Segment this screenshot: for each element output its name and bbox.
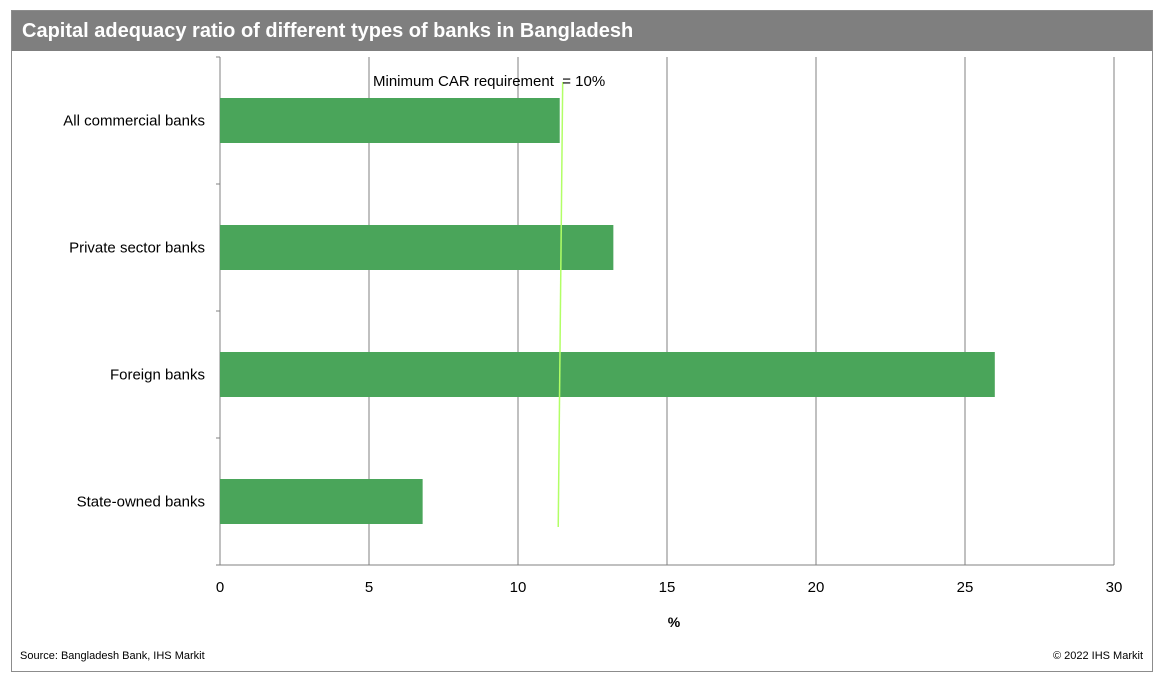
x-tick-label: 15 [659,579,676,596]
x-tick-label: 20 [808,579,825,596]
copyright-note: © 2022 IHS Markit [1052,650,1143,662]
bar-private-sector-banks [220,225,614,270]
bar-all-commercial-banks [220,98,560,143]
bar-foreign-banks [220,352,995,397]
minimum-car-line [557,81,564,528]
source-note: Source: Bangladesh Bank, IHS Markit [20,650,205,662]
category-label: State-owned banks [77,494,205,511]
category-label: Private sector banks [69,240,205,257]
x-tick-label: 5 [365,579,373,596]
x-tick-label: 30 [1106,579,1123,596]
chart-frame: Capital adequacy ratio of different type… [11,10,1153,672]
annotation-label: Minimum CAR requirement = 10% [373,73,605,90]
x-tick-label: 10 [510,579,527,596]
chart-title: Capital adequacy ratio of different type… [22,20,634,42]
category-label: Foreign banks [110,367,205,384]
title-bar: Capital adequacy ratio of different type… [12,11,1152,51]
x-tick-label: 0 [216,579,224,596]
category-label: All commercial banks [63,113,205,130]
x-axis-title: % [668,614,681,630]
bar-state-owned-banks [220,479,423,524]
x-tick-label: 25 [957,579,974,596]
